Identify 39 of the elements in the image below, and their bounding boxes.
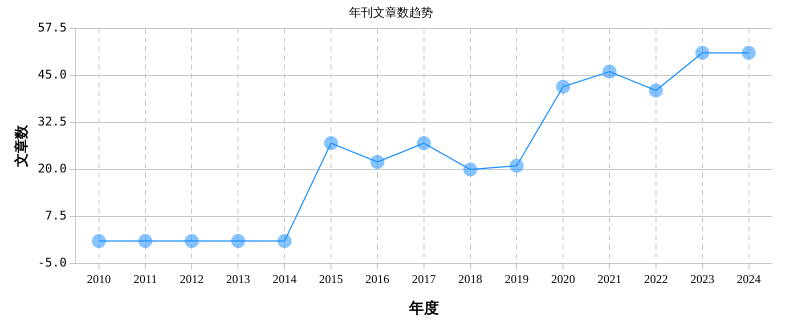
point [742, 46, 756, 60]
y-tick-label: 20.0 [38, 162, 67, 176]
x-tick-label: 2011 [134, 272, 158, 286]
y-tick-label: 32.5 [38, 114, 67, 129]
point [138, 234, 152, 248]
x-tick-label: 2023 [690, 272, 714, 286]
y-tick-label: 57.5 [38, 20, 67, 35]
x-tick-label: 2021 [598, 272, 622, 286]
x-tick-label: 2010 [86, 272, 111, 286]
point [278, 234, 292, 248]
point [695, 46, 710, 60]
y-tick-label: 45.0 [38, 68, 67, 82]
point [324, 136, 338, 150]
point [370, 154, 384, 169]
x-tick-label: 2024 [736, 272, 761, 286]
x-axis-title: 年度 [408, 298, 439, 317]
chart-title: 年刊文章数趋势 [349, 5, 433, 20]
point [602, 64, 617, 79]
point [92, 234, 106, 248]
y-tick-label: -5.0 [38, 256, 67, 270]
x-tick-label: 2017 [412, 272, 436, 286]
point [184, 234, 199, 248]
x-tick-label: 2014 [272, 272, 297, 286]
point [648, 83, 663, 98]
point [556, 80, 570, 94]
point [416, 136, 431, 150]
x-tick-label: 2015 [319, 272, 344, 286]
x-tick-label: 2018 [458, 272, 482, 286]
x-tick-label: 2022 [644, 272, 668, 286]
x-tick-label: 2016 [365, 272, 390, 286]
point [510, 158, 524, 173]
x-tick-label: 2020 [551, 272, 576, 286]
x-tick-label: 2019 [504, 272, 529, 286]
y-axis-title: 文章数 [13, 124, 30, 168]
y-tick-label: 7.5 [45, 208, 67, 223]
x-tick-label: 2012 [180, 272, 204, 286]
point [463, 162, 478, 177]
point [231, 234, 246, 248]
x-tick-label: 2013 [226, 272, 250, 286]
